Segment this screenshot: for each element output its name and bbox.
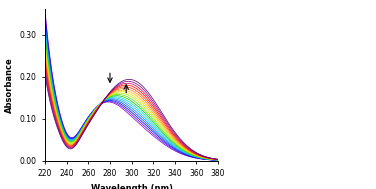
X-axis label: Wavelength (nm): Wavelength (nm)	[91, 184, 173, 189]
Y-axis label: Absorbance: Absorbance	[5, 57, 14, 113]
